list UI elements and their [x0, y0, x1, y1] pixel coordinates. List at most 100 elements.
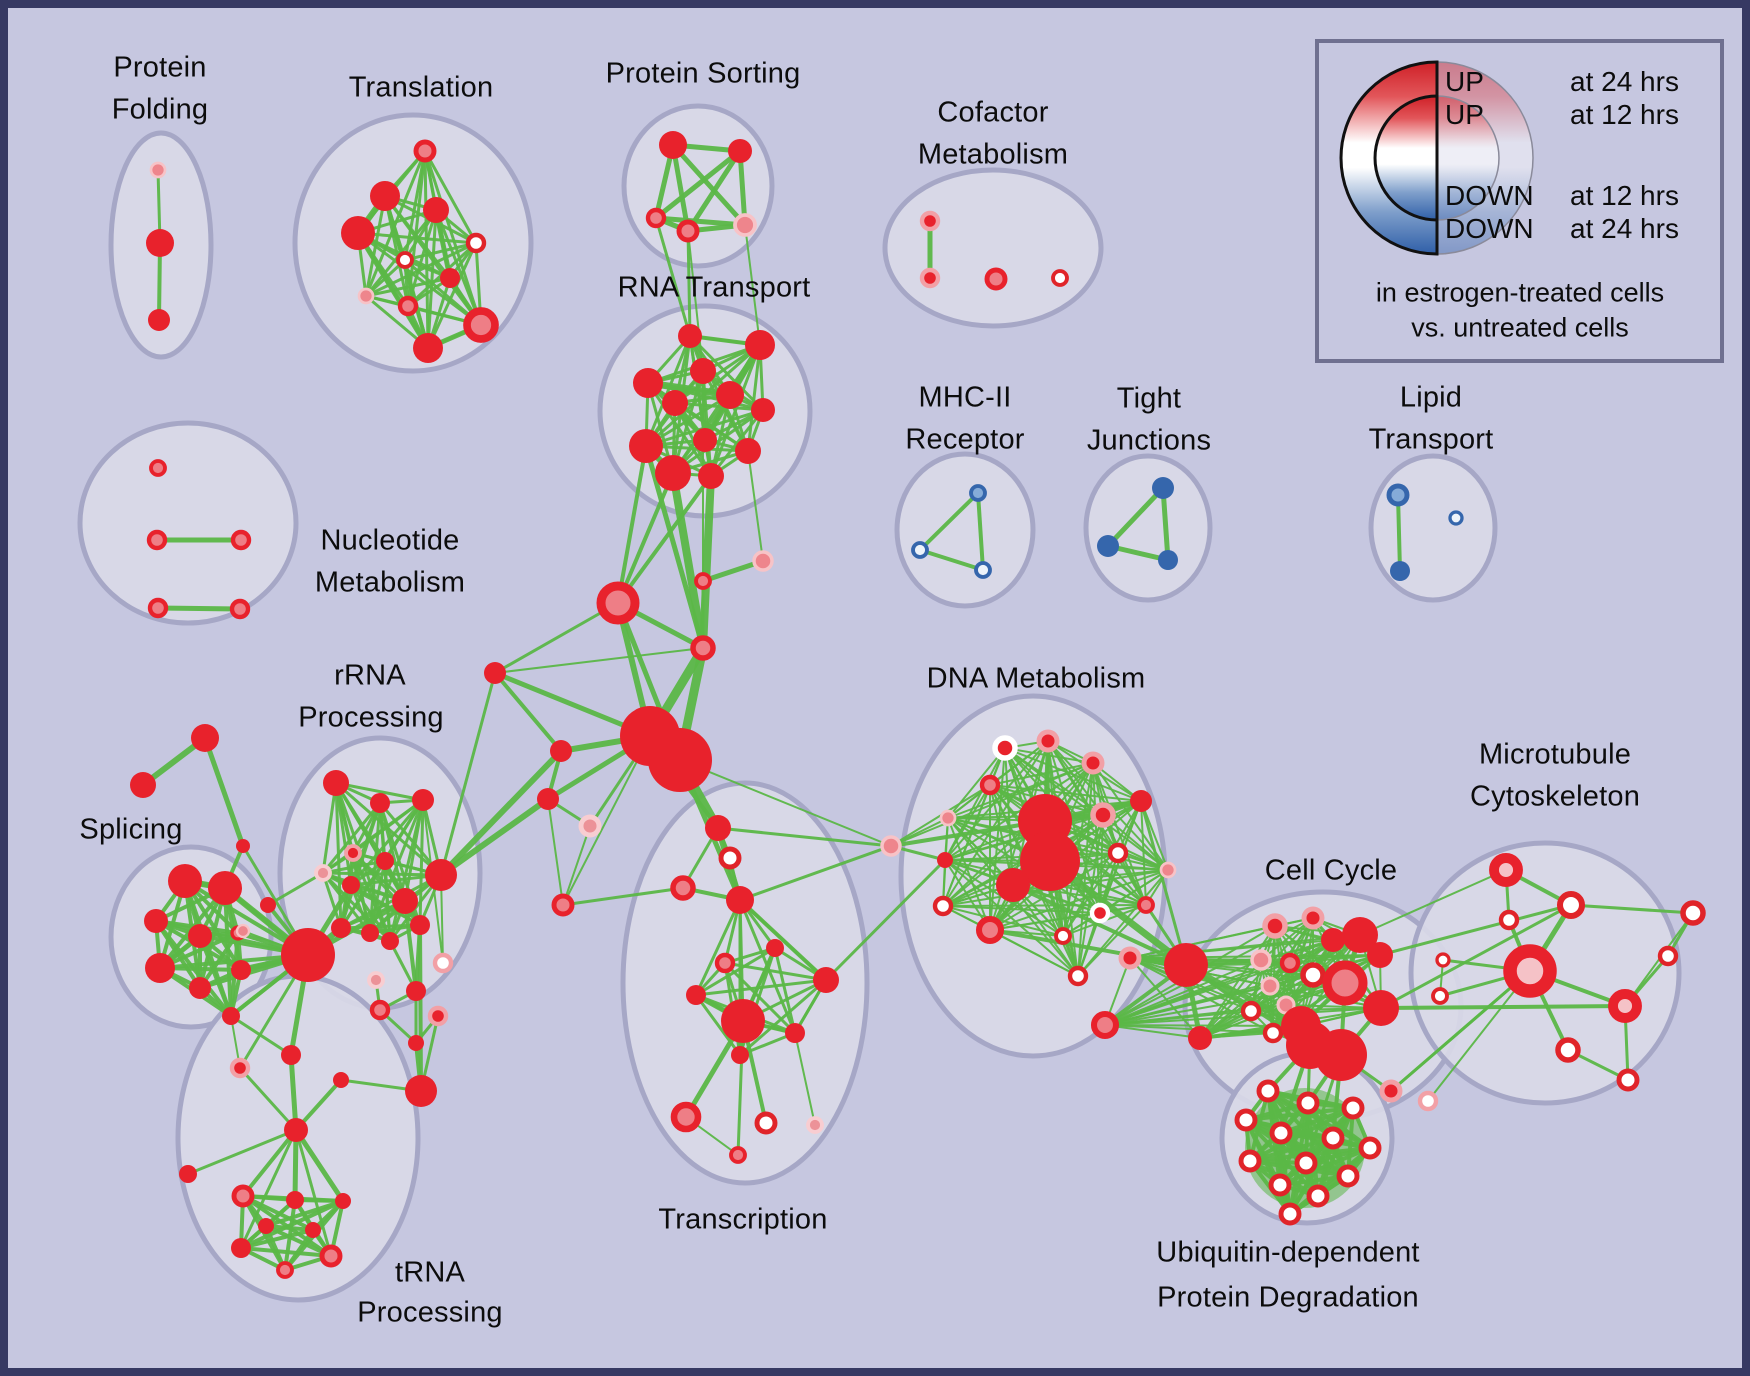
- network-node-116-R: [721, 999, 765, 1043]
- cluster-label-microtubule-2: Cytoskeleton: [1469, 780, 1641, 813]
- network-node-58-B: [1390, 561, 1410, 581]
- cluster-label-tight-1: Tight: [1116, 382, 1182, 415]
- legend-down-24-label: DOWN: [1445, 213, 1534, 244]
- network-node-177-W: [1256, 1079, 1280, 1103]
- network-edge: [1427, 970, 1531, 1102]
- network-edge: [439, 671, 497, 877]
- legend-down-12-label: DOWN: [1445, 180, 1534, 211]
- network-node-120-W: [754, 1111, 778, 1135]
- network-edge: [670, 142, 691, 234]
- cluster-label-mhc-1: MHC-II: [918, 381, 1012, 414]
- network-node-80-R: [425, 859, 457, 891]
- network-node-130-R: [1130, 790, 1152, 812]
- network-node-143-R: [1164, 943, 1208, 987]
- network-edge: [364, 241, 478, 298]
- network-node-10-p: [357, 287, 375, 305]
- network-edge: [438, 748, 564, 878]
- network-edge: [1104, 959, 1262, 1026]
- network-node-24-R: [716, 381, 744, 409]
- network-node-94-pw: [432, 952, 454, 974]
- network-node-179-W: [1341, 1096, 1365, 1120]
- network-edge: [1248, 1136, 1335, 1163]
- network-node-135-W: [932, 895, 954, 917]
- network-node-51-BL: [969, 484, 987, 502]
- network-node-35-R: [484, 662, 506, 684]
- cluster-label-cofactor-2: Metabolism: [917, 138, 1069, 171]
- network-node-19-R: [678, 324, 702, 348]
- network-edge: [198, 931, 240, 990]
- network-node-66-R: [188, 924, 212, 948]
- network-edge: [1011, 883, 1188, 967]
- network-edge: [644, 408, 765, 448]
- network-node-147-PR: [1262, 913, 1288, 939]
- network-node-8-W: [396, 251, 414, 269]
- network-edge: [989, 929, 1079, 977]
- network-node-44-RP: [984, 267, 1008, 291]
- network-edge: [266, 871, 325, 907]
- network-edge: [1569, 903, 1695, 915]
- network-edge: [438, 796, 551, 878]
- network-node-111-R: [726, 886, 754, 914]
- network-node-170-W: [1435, 952, 1451, 968]
- network-edge: [616, 471, 675, 605]
- network-node-128-p: [939, 809, 957, 827]
- network-edge: [241, 1128, 298, 1198]
- network-edge: [1077, 904, 1147, 977]
- network-node-103-R: [231, 1238, 251, 1258]
- network-node-154-W: [1300, 962, 1326, 988]
- network-node-99-R: [179, 1165, 197, 1183]
- network-node-13-R: [413, 333, 443, 363]
- network-edge: [679, 759, 892, 847]
- network-node-165-pw: [1417, 1090, 1439, 1112]
- network-edge: [1140, 800, 1147, 906]
- network-node-142-W: [1067, 965, 1089, 987]
- network-node-55-B: [1097, 535, 1119, 557]
- network-edge: [238, 1066, 298, 1132]
- network-node-25-R: [751, 398, 775, 422]
- network-node-2-R: [148, 309, 170, 331]
- network-node-77-pp: [314, 864, 332, 882]
- network-edge: [202, 735, 246, 849]
- network-node-18-p: [733, 213, 757, 237]
- network-node-134-R: [937, 852, 953, 868]
- legend-box: [1315, 39, 1724, 363]
- network-edge: [947, 747, 1006, 819]
- network-node-109-W: [718, 846, 742, 870]
- network-edge: [1269, 985, 1382, 1009]
- network-edge: [364, 276, 452, 298]
- network-edge: [653, 148, 743, 221]
- network-node-187-W: [1268, 1173, 1292, 1197]
- network-node-50-RP: [229, 598, 251, 620]
- legend-note-line-2: vs. untreated cells: [1411, 312, 1629, 343]
- network-node-114-R: [686, 985, 706, 1005]
- network-node-12-RP: [463, 307, 499, 343]
- cluster-label-ubiquitin-2: Protein Degradation: [1157, 1281, 1419, 1314]
- network-node-83-R: [331, 918, 351, 938]
- network-edge: [918, 548, 985, 572]
- network-node-164-PR: [1379, 1079, 1403, 1103]
- cluster-label-lipid-2: Transport: [1368, 423, 1494, 456]
- network-edge: [1004, 747, 1169, 871]
- network-node-189-W: [1278, 1202, 1302, 1226]
- network-edge: [493, 671, 563, 753]
- network-node-38-R: [550, 740, 572, 762]
- network-edge: [1396, 493, 1402, 573]
- network-node-3-RP: [413, 139, 437, 163]
- network-edge: [644, 334, 692, 448]
- network-node-121-pp: [806, 1116, 824, 1134]
- network-node-97-R: [333, 1072, 349, 1088]
- network-node-32-RP: [694, 572, 712, 590]
- network-node-85-R: [381, 932, 399, 950]
- network-edge: [738, 898, 828, 982]
- network-node-73-R: [323, 770, 349, 796]
- cluster-label-ubiquitin-1: Ubiquitin-dependent: [1156, 1236, 1420, 1269]
- legend-down-12-time: at 12 hrs: [1570, 180, 1679, 211]
- network-node-86-p: [235, 923, 251, 939]
- network-node-5-R: [423, 197, 449, 223]
- network-node-149-R: [1321, 928, 1345, 952]
- network-edge: [942, 784, 991, 907]
- network-node-146-R: [1188, 1026, 1212, 1050]
- cluster-label-cell-cycle: Cell Cycle: [1264, 854, 1398, 887]
- network-edge: [494, 647, 704, 674]
- network-node-108-R: [705, 815, 731, 841]
